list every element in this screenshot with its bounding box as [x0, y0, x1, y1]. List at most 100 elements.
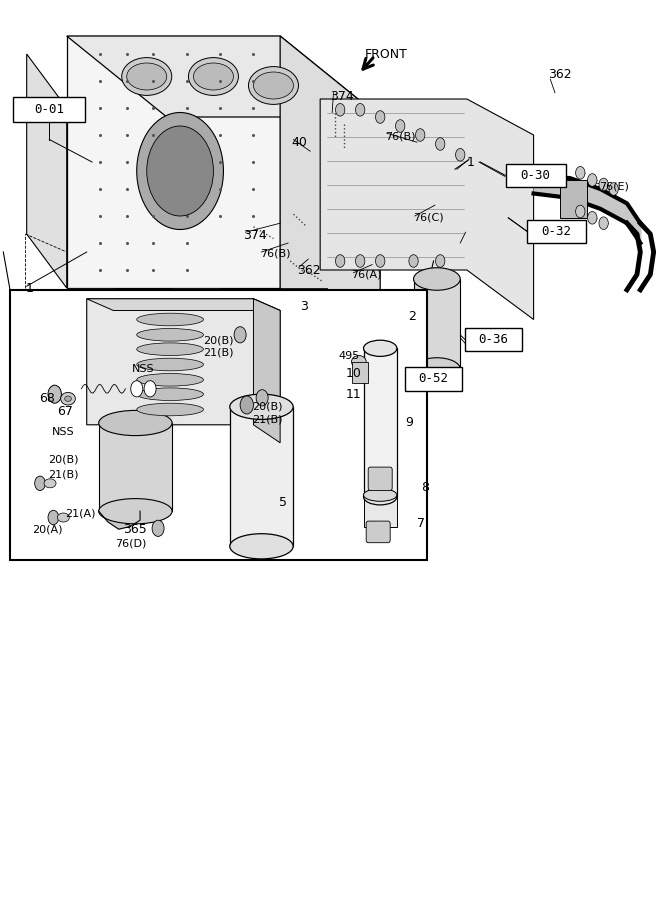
- Circle shape: [240, 396, 253, 414]
- Polygon shape: [280, 36, 380, 369]
- Text: 362: 362: [297, 264, 320, 276]
- Bar: [13, 97, 85, 122]
- Text: 0-01: 0-01: [35, 104, 64, 116]
- Text: 40: 40: [291, 136, 307, 149]
- Ellipse shape: [137, 112, 223, 230]
- Text: 10: 10: [346, 367, 362, 380]
- Text: 0-36: 0-36: [479, 333, 508, 346]
- Text: 362: 362: [548, 68, 572, 81]
- Polygon shape: [320, 99, 534, 320]
- Bar: [465, 328, 522, 351]
- Text: 0-32: 0-32: [542, 225, 571, 238]
- Circle shape: [436, 255, 445, 267]
- Ellipse shape: [57, 513, 69, 522]
- Circle shape: [376, 255, 385, 267]
- Bar: [120, 297, 167, 324]
- Text: 8: 8: [422, 482, 430, 494]
- Ellipse shape: [352, 356, 366, 368]
- Circle shape: [336, 255, 345, 267]
- Circle shape: [234, 327, 246, 343]
- Circle shape: [48, 510, 59, 525]
- Ellipse shape: [414, 268, 460, 290]
- Bar: [364, 495, 397, 526]
- Circle shape: [144, 381, 156, 397]
- Bar: [414, 279, 460, 369]
- Text: 5: 5: [279, 496, 287, 508]
- Ellipse shape: [189, 58, 239, 95]
- Ellipse shape: [137, 403, 203, 416]
- Ellipse shape: [414, 357, 460, 380]
- Text: 76(B): 76(B): [386, 131, 416, 142]
- Circle shape: [576, 166, 585, 179]
- Circle shape: [131, 381, 143, 397]
- Bar: [67, 288, 113, 324]
- Text: 68: 68: [39, 392, 55, 405]
- Ellipse shape: [253, 72, 293, 99]
- Text: 20(B): 20(B): [252, 401, 283, 412]
- Text: FRONT: FRONT: [365, 48, 408, 60]
- Polygon shape: [87, 299, 280, 443]
- Polygon shape: [253, 299, 280, 443]
- Bar: [352, 362, 368, 382]
- Bar: [99, 423, 172, 511]
- Circle shape: [256, 390, 268, 406]
- Ellipse shape: [137, 388, 203, 400]
- Bar: [527, 220, 586, 243]
- Ellipse shape: [364, 340, 397, 356]
- Polygon shape: [99, 511, 140, 529]
- Text: 21(B): 21(B): [48, 469, 79, 480]
- Bar: [405, 367, 462, 391]
- Ellipse shape: [121, 58, 172, 95]
- Bar: [230, 407, 293, 546]
- Circle shape: [48, 385, 61, 403]
- Bar: [10, 290, 427, 560]
- Text: 21(B): 21(B): [252, 414, 283, 425]
- Circle shape: [396, 120, 405, 132]
- Text: 20(B): 20(B): [48, 454, 79, 464]
- Circle shape: [588, 174, 597, 186]
- Ellipse shape: [44, 479, 56, 488]
- Text: NSS: NSS: [132, 364, 155, 374]
- Circle shape: [599, 217, 608, 230]
- Polygon shape: [87, 299, 280, 310]
- Ellipse shape: [364, 489, 397, 501]
- Text: 1: 1: [467, 156, 475, 168]
- Circle shape: [356, 104, 365, 116]
- Text: 20(A): 20(A): [32, 524, 63, 535]
- Circle shape: [336, 104, 345, 116]
- Text: 67: 67: [57, 405, 73, 418]
- Ellipse shape: [127, 63, 167, 90]
- Ellipse shape: [364, 489, 397, 505]
- Circle shape: [436, 138, 445, 150]
- Polygon shape: [67, 36, 380, 117]
- Ellipse shape: [61, 392, 75, 405]
- Text: 76(C): 76(C): [414, 212, 444, 223]
- Text: 20(B): 20(B): [203, 335, 234, 346]
- Text: 0-30: 0-30: [521, 169, 550, 182]
- Ellipse shape: [137, 374, 203, 386]
- Ellipse shape: [99, 499, 172, 524]
- Text: 21(B): 21(B): [203, 347, 234, 358]
- Text: 365: 365: [123, 523, 147, 536]
- Text: 7: 7: [417, 518, 425, 530]
- Ellipse shape: [229, 394, 293, 419]
- Text: 21(A): 21(A): [65, 508, 96, 518]
- Text: 0-52: 0-52: [418, 373, 448, 385]
- Text: 76(A): 76(A): [352, 269, 382, 280]
- Circle shape: [376, 111, 385, 123]
- Circle shape: [588, 212, 597, 224]
- Bar: [560, 180, 587, 218]
- Text: NSS: NSS: [52, 427, 75, 437]
- Circle shape: [35, 476, 45, 491]
- Ellipse shape: [229, 534, 293, 559]
- Text: 374: 374: [243, 230, 267, 242]
- Bar: [227, 297, 273, 324]
- Bar: [506, 164, 566, 187]
- Ellipse shape: [137, 328, 203, 341]
- Text: 76(E): 76(E): [599, 181, 629, 192]
- Circle shape: [356, 255, 365, 267]
- Circle shape: [609, 183, 618, 195]
- FancyBboxPatch shape: [368, 467, 392, 491]
- Bar: [173, 288, 220, 324]
- Text: 11: 11: [346, 388, 362, 400]
